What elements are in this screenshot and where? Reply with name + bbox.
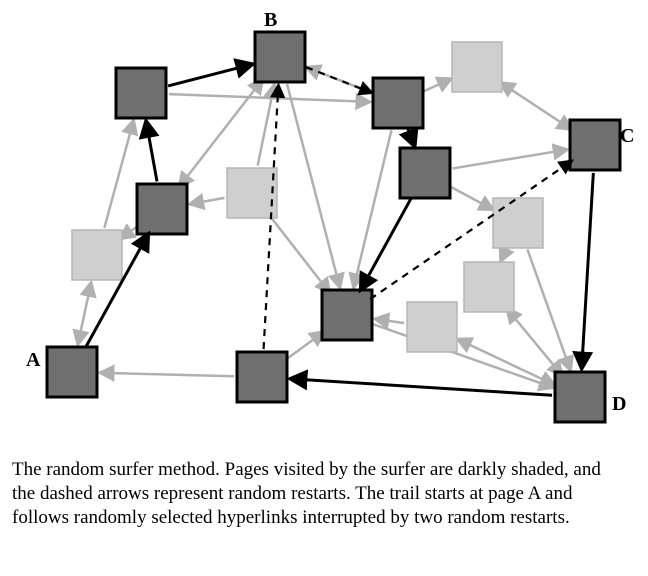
node-visited: [373, 78, 423, 128]
edge: [104, 120, 133, 228]
node-label: B: [264, 12, 277, 31]
node-visited: [322, 290, 372, 340]
edge: [354, 130, 392, 288]
node-visited: [116, 68, 166, 118]
node-label: C: [620, 125, 634, 147]
edge: [78, 282, 91, 344]
edge: [453, 150, 568, 169]
node-visited: [47, 347, 97, 397]
node-unvisited: [493, 198, 543, 248]
edge: [408, 129, 415, 147]
edge: [457, 339, 554, 385]
node-visited: [400, 148, 450, 198]
edge: [375, 319, 405, 323]
node-label: A: [26, 349, 41, 371]
edge: [527, 249, 570, 370]
network-diagram: A B C D: [12, 12, 636, 444]
edge: [582, 173, 594, 369]
node-visited: [555, 372, 605, 422]
node-unvisited: [452, 42, 502, 92]
node-unvisited: [227, 168, 277, 218]
figure-caption: The random surfer method. Pages visited …: [12, 458, 625, 529]
edge: [450, 186, 494, 209]
edge: [423, 79, 451, 92]
edge: [100, 373, 234, 377]
edge: [287, 84, 340, 288]
node-visited: [137, 184, 187, 234]
node-label: D: [612, 393, 626, 415]
edge: [501, 249, 507, 262]
edge: [285, 332, 325, 361]
node-visited: [570, 120, 620, 170]
edge: [500, 82, 571, 129]
edge: [190, 198, 225, 204]
edge: [146, 121, 157, 182]
node-visited: [255, 32, 305, 82]
node-unvisited: [407, 302, 457, 352]
node-unvisited: [464, 262, 514, 312]
figure-container: A B C D The random surfer method. Pages vis…: [12, 12, 636, 529]
edge: [168, 64, 253, 86]
edge: [269, 215, 330, 293]
edge: [306, 67, 372, 93]
edge: [290, 379, 552, 395]
node-visited: [237, 352, 287, 402]
node-unvisited: [72, 230, 122, 280]
edge: [169, 94, 370, 102]
